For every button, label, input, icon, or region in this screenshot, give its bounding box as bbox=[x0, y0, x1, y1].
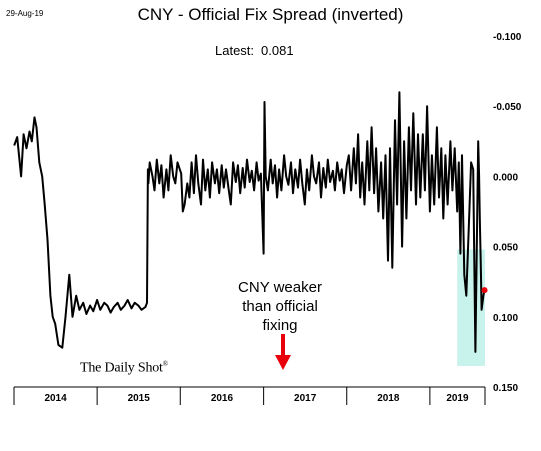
series-line bbox=[13, 91, 486, 353]
y-tick-label: 0.000 bbox=[493, 172, 518, 183]
annotation-arrow-layer bbox=[275, 334, 291, 370]
latest-label: Latest: bbox=[215, 43, 255, 58]
x-tick-label: 2015 bbox=[128, 393, 151, 404]
annotation-arrow-head bbox=[275, 355, 291, 370]
annotation-line-2: than official bbox=[242, 298, 318, 315]
x-tick-label: 2017 bbox=[294, 393, 317, 404]
x-tick-label: 2018 bbox=[377, 393, 400, 404]
brand-logo: The Daily Shot® bbox=[80, 360, 168, 377]
latest-readout: Latest: 0.081 bbox=[215, 43, 294, 58]
marker-layer bbox=[481, 287, 488, 294]
y-tick-label: 0.100 bbox=[493, 313, 518, 324]
x-tick-label: 2016 bbox=[211, 393, 234, 404]
x-tick-label: 2019 bbox=[446, 393, 469, 404]
annotation-line-1: CNY weaker bbox=[238, 279, 322, 296]
y-tick-label: -0.100 bbox=[493, 32, 522, 43]
brand-name: The Daily Shot bbox=[80, 360, 163, 376]
series-layer bbox=[13, 91, 486, 353]
y-tick-label: 0.150 bbox=[493, 383, 518, 394]
latest-value: 0.081 bbox=[261, 43, 294, 58]
y-tick-label: 0.050 bbox=[493, 243, 518, 254]
annotation-text: CNY weaker than official fixing bbox=[230, 278, 330, 335]
annotation-line-3: fixing bbox=[262, 317, 298, 334]
chart-title: CNY - Official Fix Spread (inverted) bbox=[137, 5, 404, 24]
x-tick-label: 2014 bbox=[44, 393, 67, 404]
y-tick-label: -0.050 bbox=[493, 102, 522, 113]
axis-layer: 2014 2015 2016 2017 2018 2019 -0.100 -0.050 0.00… bbox=[13, 32, 522, 405]
brand-mark: ® bbox=[162, 360, 168, 368]
latest-point-marker bbox=[481, 287, 488, 294]
date-stamp: 29-Aug-19 bbox=[6, 9, 44, 18]
